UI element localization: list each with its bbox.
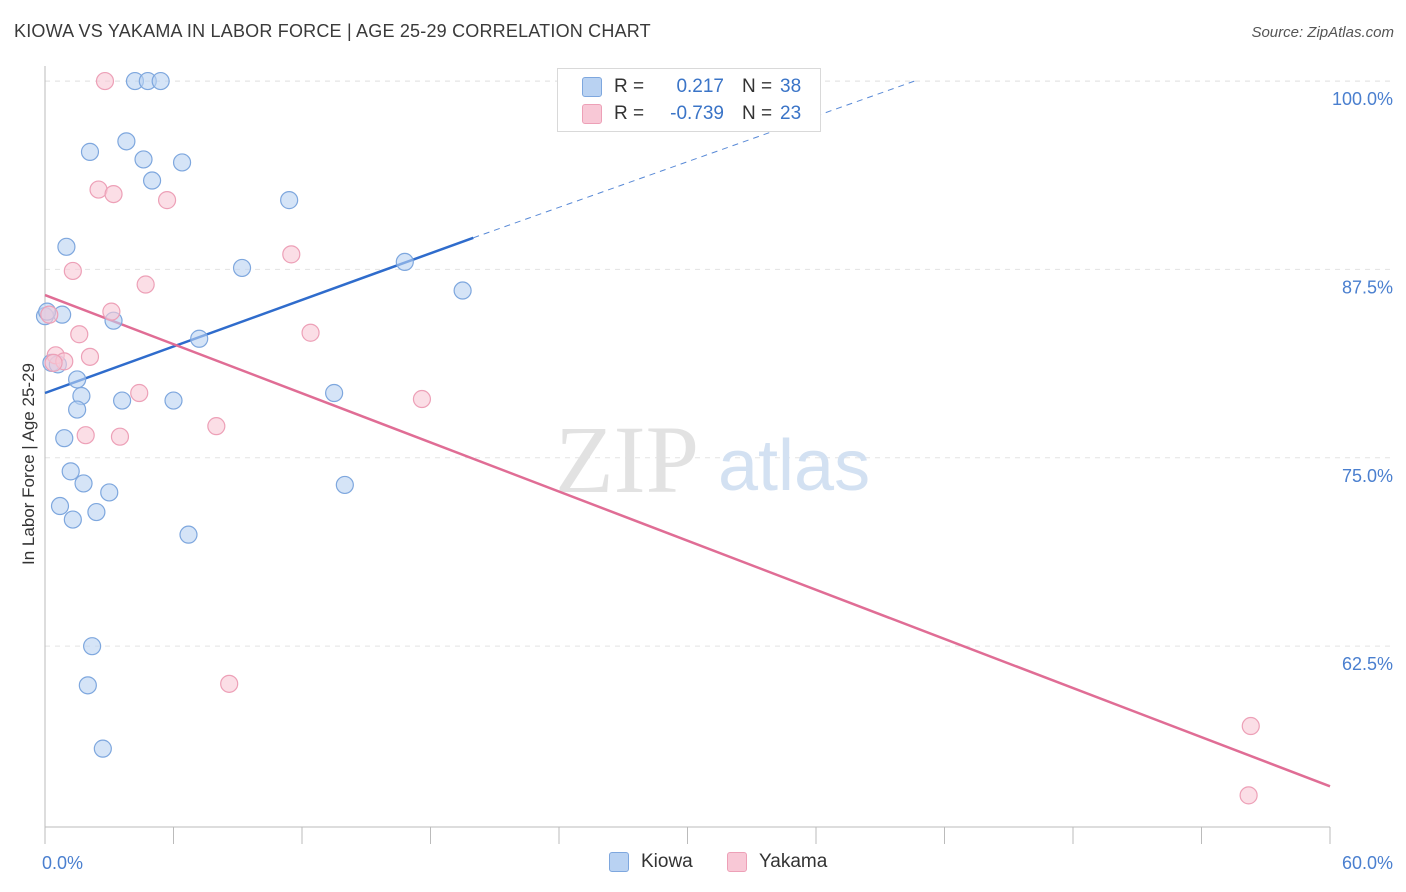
yakama-n-label: N = <box>742 103 773 124</box>
kiowa-point <box>280 191 299 210</box>
watermark: ZIP atlas <box>555 406 870 513</box>
kiowa-point <box>63 510 82 529</box>
kiowa-point <box>55 429 74 448</box>
yakama-point <box>40 305 59 324</box>
kiowa-point <box>93 739 112 758</box>
kiowa-point <box>395 252 414 272</box>
kiowa-point <box>117 132 136 151</box>
watermark-atlas: atlas <box>718 426 870 506</box>
kiowa-point <box>50 496 70 516</box>
bottom-legend-yakama: Yakama <box>727 851 827 873</box>
yakama-point <box>220 674 239 693</box>
yakama-point <box>95 71 115 91</box>
kiowa-point <box>74 474 93 493</box>
kiowa-r-label: R = <box>614 76 645 97</box>
yakama-point <box>89 180 108 199</box>
yakama-point <box>44 353 63 372</box>
y-tick-label: 87.5% <box>1342 277 1393 297</box>
bottom-kiowa-label: Kiowa <box>641 851 693 872</box>
yakama-point <box>282 245 301 264</box>
yakama-point <box>412 389 432 409</box>
y-axis-label: In Labor Force | Age 25-29 <box>19 363 38 565</box>
y-tick-label: 100.0% <box>1332 89 1393 109</box>
y-tick-label: 75.0% <box>1342 466 1393 486</box>
yakama-r-value: -0.739 <box>670 103 724 124</box>
yakama-trend-line <box>44 293 1331 788</box>
yakama-point <box>76 426 95 445</box>
kiowa-point <box>335 475 354 495</box>
kiowa-swatch <box>582 77 602 97</box>
kiowa-point <box>68 370 87 389</box>
source-label: Source: ZipAtlas.com <box>1251 24 1394 41</box>
yakama-point <box>301 323 320 342</box>
kiowa-point <box>87 502 106 522</box>
kiowa-point <box>172 153 192 172</box>
kiowa-point <box>151 71 170 91</box>
yakama-n-value: 23 <box>780 103 802 124</box>
chart-title: KIOWA VS YAKAMA IN LABOR FORCE | AGE 25-… <box>14 21 651 41</box>
kiowa-point <box>112 391 132 410</box>
kiowa-n-value: 38 <box>780 76 802 97</box>
yakama-point <box>136 275 155 294</box>
kiowa-trend-extension <box>473 80 915 239</box>
kiowa-n-label: N = <box>742 76 773 97</box>
watermark-zip: ZIP <box>555 406 699 513</box>
kiowa-r-value: 0.217 <box>676 76 724 97</box>
axes <box>44 66 1331 844</box>
kiowa-point <box>61 462 80 481</box>
axis-labels: 62.5% 75.0% 87.5% 100.0% 0.0% 60.0% In Labor F… <box>19 89 1393 873</box>
yakama-point <box>70 325 89 344</box>
bottom-yakama-swatch <box>727 852 747 872</box>
bottom-yakama-label: Yakama <box>759 851 828 872</box>
kiowa-point <box>80 142 100 161</box>
kiowa-point <box>453 281 472 300</box>
yakama-point <box>157 191 177 210</box>
kiowa-point <box>100 483 119 502</box>
kiowa-point <box>232 258 252 278</box>
kiowa-point <box>134 150 153 169</box>
yakama-point <box>1239 786 1258 805</box>
kiowa-point <box>325 383 344 403</box>
kiowa-point <box>179 525 198 544</box>
yakama-swatch <box>582 104 602 124</box>
data-points <box>35 71 1260 805</box>
yakama-point <box>110 427 130 446</box>
yakama-point <box>207 417 226 436</box>
x-tick-label-min: 0.0% <box>42 853 83 873</box>
x-tick-label-max: 60.0% <box>1342 853 1393 873</box>
legend-row-kiowa: R = 0.217 N = 38 <box>582 74 801 100</box>
yakama-point <box>1241 716 1260 736</box>
correlation-legend: R = 0.217 N = 38 R = -0.739 N = 23 <box>557 68 821 132</box>
kiowa-point <box>78 676 97 695</box>
gridlines <box>45 80 1395 647</box>
yakama-point <box>130 383 149 403</box>
legend-row-yakama: R = -0.739 N = 23 <box>582 101 801 127</box>
yakama-r-label: R = <box>614 103 645 124</box>
kiowa-point <box>83 637 102 656</box>
y-tick-label: 62.5% <box>1342 654 1393 674</box>
yakama-point <box>104 184 123 204</box>
yakama-point <box>102 302 121 321</box>
kiowa-point <box>57 237 76 256</box>
bottom-legend-kiowa: Kiowa <box>609 851 693 873</box>
kiowa-point <box>190 329 209 348</box>
yakama-point <box>63 261 82 281</box>
kiowa-point <box>142 171 162 190</box>
yakama-point <box>80 347 100 366</box>
kiowa-point <box>164 391 183 410</box>
kiowa-point <box>68 400 87 419</box>
bottom-kiowa-swatch <box>609 852 629 872</box>
